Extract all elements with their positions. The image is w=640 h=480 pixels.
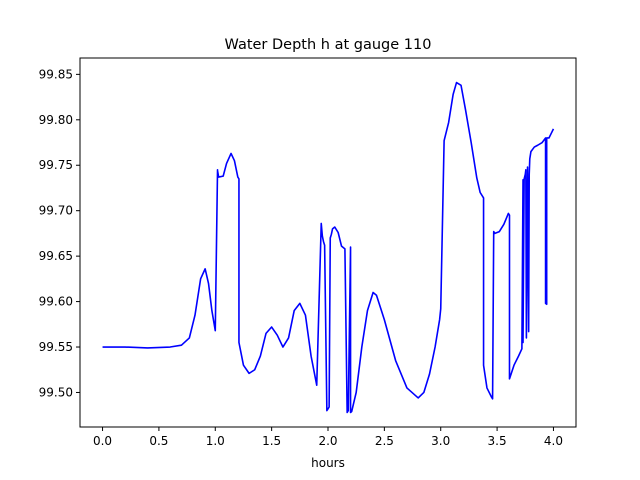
x-tick-label: 3.0 xyxy=(431,434,450,448)
x-tick-label: 1.0 xyxy=(206,434,225,448)
x-axis-ticks: 0.0 0.5 1.0 1.5 2.0 2.5 3.0 3.5 4.0 xyxy=(93,427,563,448)
y-tick-label: 99.80 xyxy=(39,113,73,127)
plot-frame xyxy=(79,57,577,428)
x-tick-label: 1.5 xyxy=(262,434,281,448)
y-tick-label: 99.70 xyxy=(39,204,73,218)
x-tick-label: 3.5 xyxy=(488,434,507,448)
x-tick-label: 0.0 xyxy=(93,434,112,448)
y-axis-ticks: 99.50 99.55 99.60 99.65 99.70 99.75 99.80 99.85 xyxy=(39,67,80,399)
series-layer xyxy=(102,81,555,414)
y-tick-label: 99.55 xyxy=(39,340,73,354)
series-line-0 xyxy=(102,81,555,414)
y-tick-label: 99.60 xyxy=(39,295,73,309)
y-tick-label: 99.65 xyxy=(39,249,73,263)
y-tick-label: 99.85 xyxy=(39,67,73,81)
y-tick-label: 99.75 xyxy=(39,158,73,172)
x-tick-label: 0.5 xyxy=(149,434,168,448)
x-tick-label: 4.0 xyxy=(544,434,563,448)
y-tick-label: 99.50 xyxy=(39,385,73,399)
x-axis-label: hours xyxy=(311,456,345,470)
x-tick-label: 2.5 xyxy=(375,434,394,448)
x-tick-label: 2.0 xyxy=(318,434,337,448)
chart-title: Water Depth h at gauge 110 xyxy=(225,37,432,53)
